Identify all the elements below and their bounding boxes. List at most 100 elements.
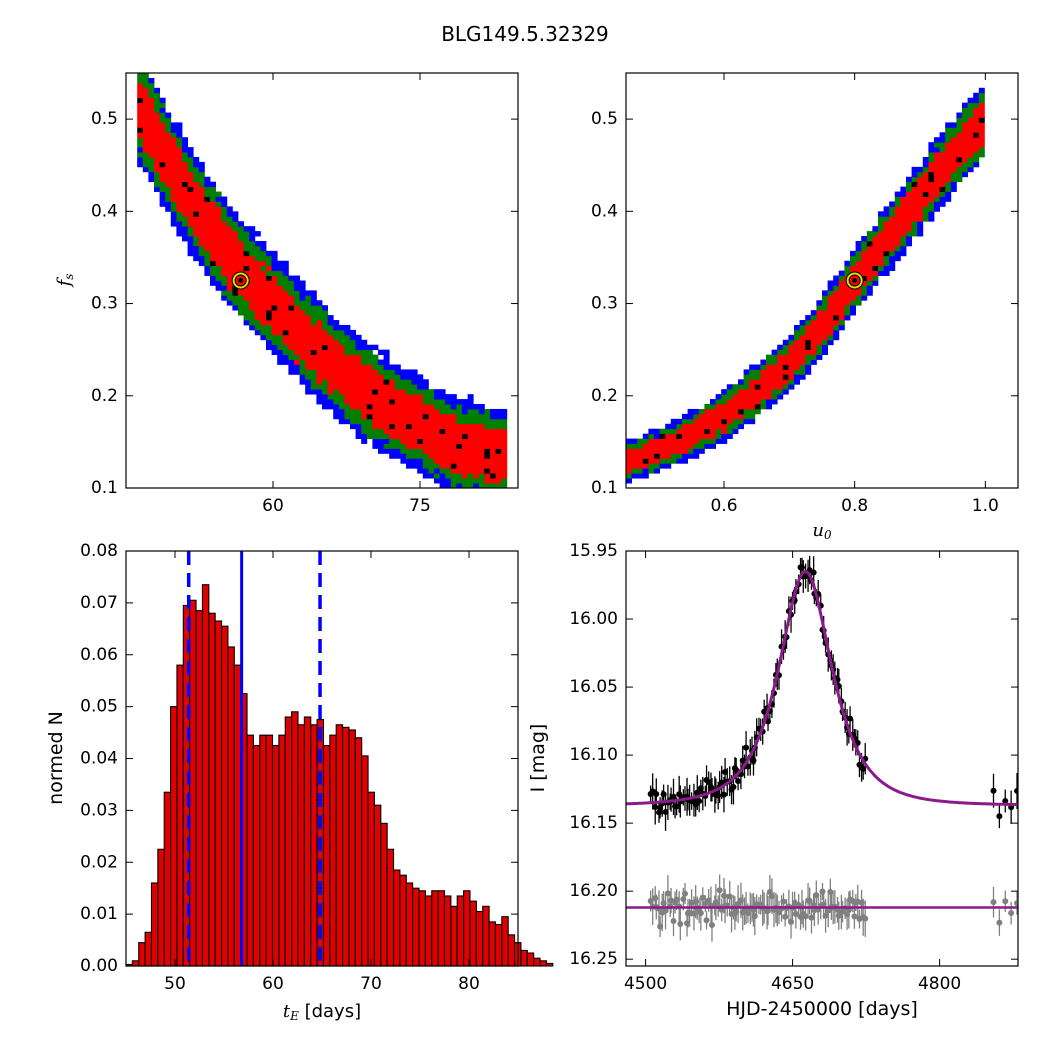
heatmap-cell	[967, 97, 974, 104]
heatmap-cell	[288, 344, 295, 351]
heatmap-cell	[154, 156, 160, 163]
residual-point	[802, 913, 809, 920]
heatmap-cell	[361, 394, 368, 400]
heatmap-cell	[805, 320, 812, 326]
heatmap-cell	[872, 260, 879, 267]
heatmap-cell	[142, 107, 149, 113]
heatmap-cell	[137, 82, 144, 89]
heatmap-cell	[327, 364, 334, 370]
heatmap-cell	[204, 270, 211, 276]
heatmap-cell	[945, 161, 952, 168]
heatmap-cell	[288, 300, 295, 306]
heatmap-cell	[372, 408, 379, 415]
heatmap-cell	[372, 354, 379, 360]
heatmap-cell	[210, 216, 216, 222]
heatmap-cell	[148, 171, 155, 178]
heatmap-cell	[355, 374, 362, 380]
heatmap-cell	[366, 423, 373, 430]
heatmap-cell	[266, 255, 272, 262]
heatmap-cell	[827, 290, 834, 296]
heatmap-cell	[322, 310, 328, 316]
heatmap-cell	[170, 186, 177, 192]
heatmap-cell	[682, 418, 688, 425]
heatmap-cells	[626, 87, 985, 484]
heatmap-cell	[271, 260, 278, 267]
heatmap-cell	[294, 349, 300, 356]
heatmap-cell	[749, 374, 756, 380]
heatmap-cell	[170, 122, 177, 128]
heatmap-cell	[344, 324, 351, 331]
heatmap-cell	[266, 260, 272, 267]
heatmap-cell	[450, 399, 457, 405]
heatmap-cell	[822, 300, 828, 306]
heatmap-cell	[771, 354, 778, 360]
heatmap-cell	[799, 359, 806, 365]
heatmap-cell	[732, 404, 739, 410]
heatmap-cell	[467, 399, 474, 405]
heatmap-cell	[917, 186, 924, 192]
y-axis-label: I [mag]	[527, 724, 549, 793]
heatmap-cell	[344, 344, 351, 351]
heatmap-cell	[215, 285, 222, 291]
heatmap-cell	[434, 404, 440, 410]
heatmap-cell	[400, 399, 407, 405]
heatmap-cell	[310, 305, 317, 311]
heatmap-cell	[704, 443, 711, 449]
model-curve	[626, 570, 1018, 807]
heatmap-cell	[766, 354, 772, 360]
heatmap-cell	[210, 196, 216, 202]
heatmap-cell	[232, 211, 239, 217]
heatmap-cell	[193, 201, 200, 207]
heatmap-cell	[626, 473, 632, 479]
heatmap-cell	[266, 280, 272, 286]
heatmap-cell	[215, 260, 222, 267]
heatmap-cell	[210, 181, 216, 188]
heatmap-cell	[676, 428, 683, 435]
heatmap-cell	[654, 428, 660, 435]
heatmap-cell	[967, 107, 974, 113]
heatmap-cell	[210, 191, 216, 197]
y-tick-label: 0.01	[80, 904, 118, 924]
heatmap-cell	[771, 384, 778, 390]
heatmap-cell	[159, 132, 166, 138]
heatmap-cell	[288, 369, 295, 375]
heatmap-cell	[855, 300, 862, 306]
heatmap-cell	[878, 236, 884, 242]
x-tick-label: 60	[262, 496, 284, 516]
heatmap-cell	[665, 428, 672, 435]
heatmap-cell	[154, 92, 160, 99]
heatmap-cell	[159, 142, 166, 148]
heatmap-cell	[682, 458, 688, 464]
axes-frame	[125, 72, 519, 489]
heatmap-cell	[894, 211, 901, 217]
heatmap-cell	[187, 191, 194, 197]
heatmap-cell	[316, 334, 323, 341]
heatmap-cell	[900, 231, 907, 237]
heatmap-cell	[738, 394, 744, 400]
heatmap-cell	[967, 156, 974, 163]
heatmap-cell	[956, 166, 963, 173]
heatmap-cell	[204, 245, 211, 252]
heatmap-cell	[193, 176, 200, 183]
heatmap-cell	[372, 404, 379, 410]
heatmap-cell	[394, 423, 401, 430]
heatmap-cell	[182, 226, 188, 232]
heatmap-cell	[794, 359, 800, 365]
heatmap-cell	[310, 384, 317, 390]
heatmap-cell	[159, 127, 166, 133]
heatmap-cell	[495, 418, 502, 425]
heatmap-cell	[170, 127, 177, 133]
heatmap-cell	[434, 458, 440, 464]
heatmap-cell	[165, 147, 172, 153]
heatmap-cell	[232, 285, 239, 291]
heatmap-cell	[282, 329, 289, 336]
heatmap-cell	[215, 236, 222, 242]
heatmap-cell	[159, 122, 166, 128]
heatmap-cell	[945, 191, 952, 197]
heatmap-cell	[305, 364, 312, 370]
heatmap-cell	[878, 211, 884, 217]
heatmap-cell	[467, 443, 474, 449]
histogram-bar	[284, 716, 293, 967]
data-point	[720, 791, 727, 798]
heatmap-cell	[383, 364, 390, 370]
